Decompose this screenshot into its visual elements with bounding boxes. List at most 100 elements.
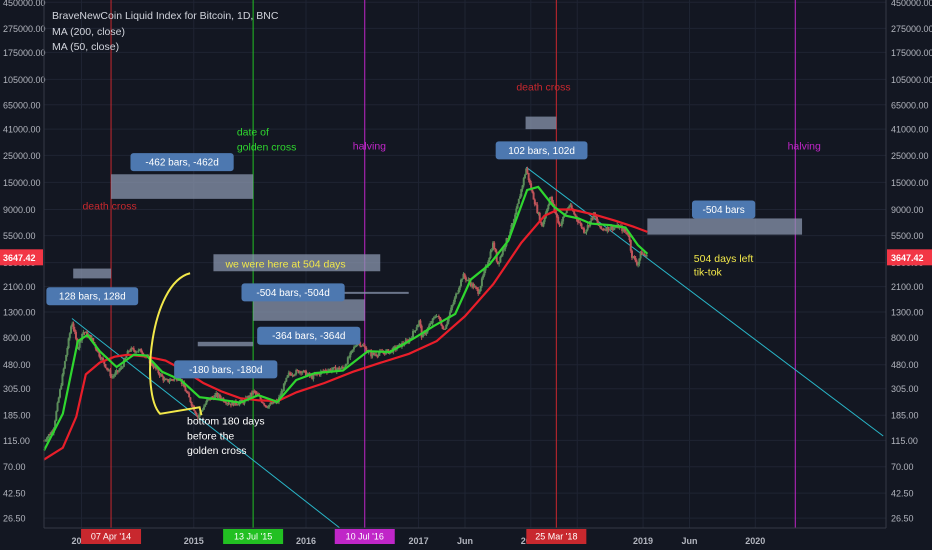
y-tick-label-left: 105000.00 — [3, 75, 46, 85]
annotations: -462 bars, -462d 128 bars, 128d -180 bars,… — [46, 82, 821, 457]
y-tick-label-left: 305.00 — [3, 384, 31, 394]
marker-date-tag-golden_cross — [223, 529, 284, 544]
candle-body — [624, 231, 627, 233]
candle-body — [640, 251, 643, 255]
annotation-text: death cross — [516, 82, 570, 94]
candle-body — [323, 370, 326, 372]
candle-body — [467, 279, 470, 281]
candle-body — [223, 401, 226, 403]
candle-body — [78, 341, 81, 348]
candle-body — [55, 411, 58, 421]
annotation-text: golden cross — [187, 445, 247, 457]
candle-body — [141, 352, 144, 355]
candle-body — [205, 401, 208, 405]
y-tick-label-left: 65000.00 — [3, 100, 41, 110]
candle-body — [576, 219, 579, 223]
candle-body — [132, 348, 135, 351]
candle-body — [152, 365, 155, 368]
candle-body — [280, 391, 283, 396]
legend-ma200[interactable]: MA (200, close) — [52, 25, 125, 38]
candle-body — [79, 340, 82, 342]
candle-body — [629, 240, 632, 251]
candle-body — [521, 185, 524, 190]
candle-body — [420, 325, 423, 338]
candle-body — [487, 262, 490, 266]
candle-body — [186, 392, 189, 394]
candle-body — [136, 351, 139, 353]
candle-body — [328, 369, 331, 371]
range-label-box — [691, 200, 756, 219]
candle-body — [201, 409, 204, 411]
candle-body — [263, 403, 266, 406]
x-tick-label: 2015 — [184, 536, 204, 546]
candle-body — [68, 333, 71, 339]
candle-body — [623, 228, 626, 232]
candle-body — [271, 401, 274, 404]
candle-body — [605, 229, 608, 231]
candle-body — [297, 370, 300, 374]
candle-body — [607, 226, 610, 231]
candle-body — [441, 325, 444, 329]
candle-body — [383, 352, 386, 355]
marker-date-label: 07 Apr '14 — [91, 532, 131, 542]
candle-body — [89, 334, 92, 340]
candle-body — [410, 337, 413, 339]
x-tick-label: 2016 — [296, 536, 316, 546]
annotation-text: bottom 180 days — [187, 416, 265, 428]
candle-body — [50, 431, 53, 435]
annotation-text: halving — [353, 140, 386, 152]
candle-body — [602, 228, 605, 230]
candle-body — [284, 381, 287, 384]
annotation-text: tik-tok — [694, 266, 723, 278]
candle-body — [49, 434, 52, 436]
candle-body — [197, 414, 200, 418]
candle-body — [151, 361, 154, 366]
candle-body — [489, 251, 492, 258]
candle-body — [309, 375, 312, 377]
candle-body — [202, 406, 205, 410]
x-tick-label: 2019 — [633, 536, 653, 546]
candle-body — [630, 250, 633, 258]
candle-body — [530, 183, 533, 190]
candle-body — [580, 223, 583, 228]
candle-body — [527, 172, 530, 181]
candle-body — [102, 357, 105, 361]
candle-body — [452, 302, 455, 305]
candle-body — [99, 356, 102, 360]
candle-body — [298, 371, 301, 374]
legend-ma50[interactable]: MA (50, close) — [52, 41, 120, 53]
candle-body — [584, 232, 587, 234]
candle-body — [63, 361, 66, 369]
candle-body — [134, 350, 137, 353]
candle-body — [398, 343, 401, 345]
candle-body — [324, 370, 327, 372]
candle-body — [562, 216, 565, 222]
candle-body — [464, 277, 467, 281]
y-tick-label-right: 26.50 — [891, 514, 914, 524]
candle-body — [450, 307, 453, 313]
candle-body — [188, 393, 191, 398]
candle-body — [599, 225, 602, 227]
candle-body — [265, 405, 268, 408]
candle-body — [239, 399, 242, 402]
candle-body — [130, 347, 133, 351]
candle-body — [416, 324, 419, 328]
candle-body — [435, 316, 438, 318]
candle-body — [346, 357, 349, 365]
candle-body — [167, 379, 170, 382]
candle-body — [412, 331, 415, 338]
candle-body — [591, 217, 594, 219]
candle-body — [83, 332, 86, 334]
candle-body — [611, 226, 614, 230]
grid — [44, 0, 886, 528]
candle-body — [137, 349, 140, 352]
candle-body — [418, 320, 421, 325]
candle-body — [255, 393, 258, 395]
marker-date-tag-halving — [334, 529, 395, 544]
y-tick-label-right: 2100.00 — [891, 282, 924, 292]
range-label-box — [257, 326, 361, 345]
candle-body — [525, 168, 528, 175]
candle-body — [131, 347, 134, 349]
candle-body — [633, 256, 636, 259]
